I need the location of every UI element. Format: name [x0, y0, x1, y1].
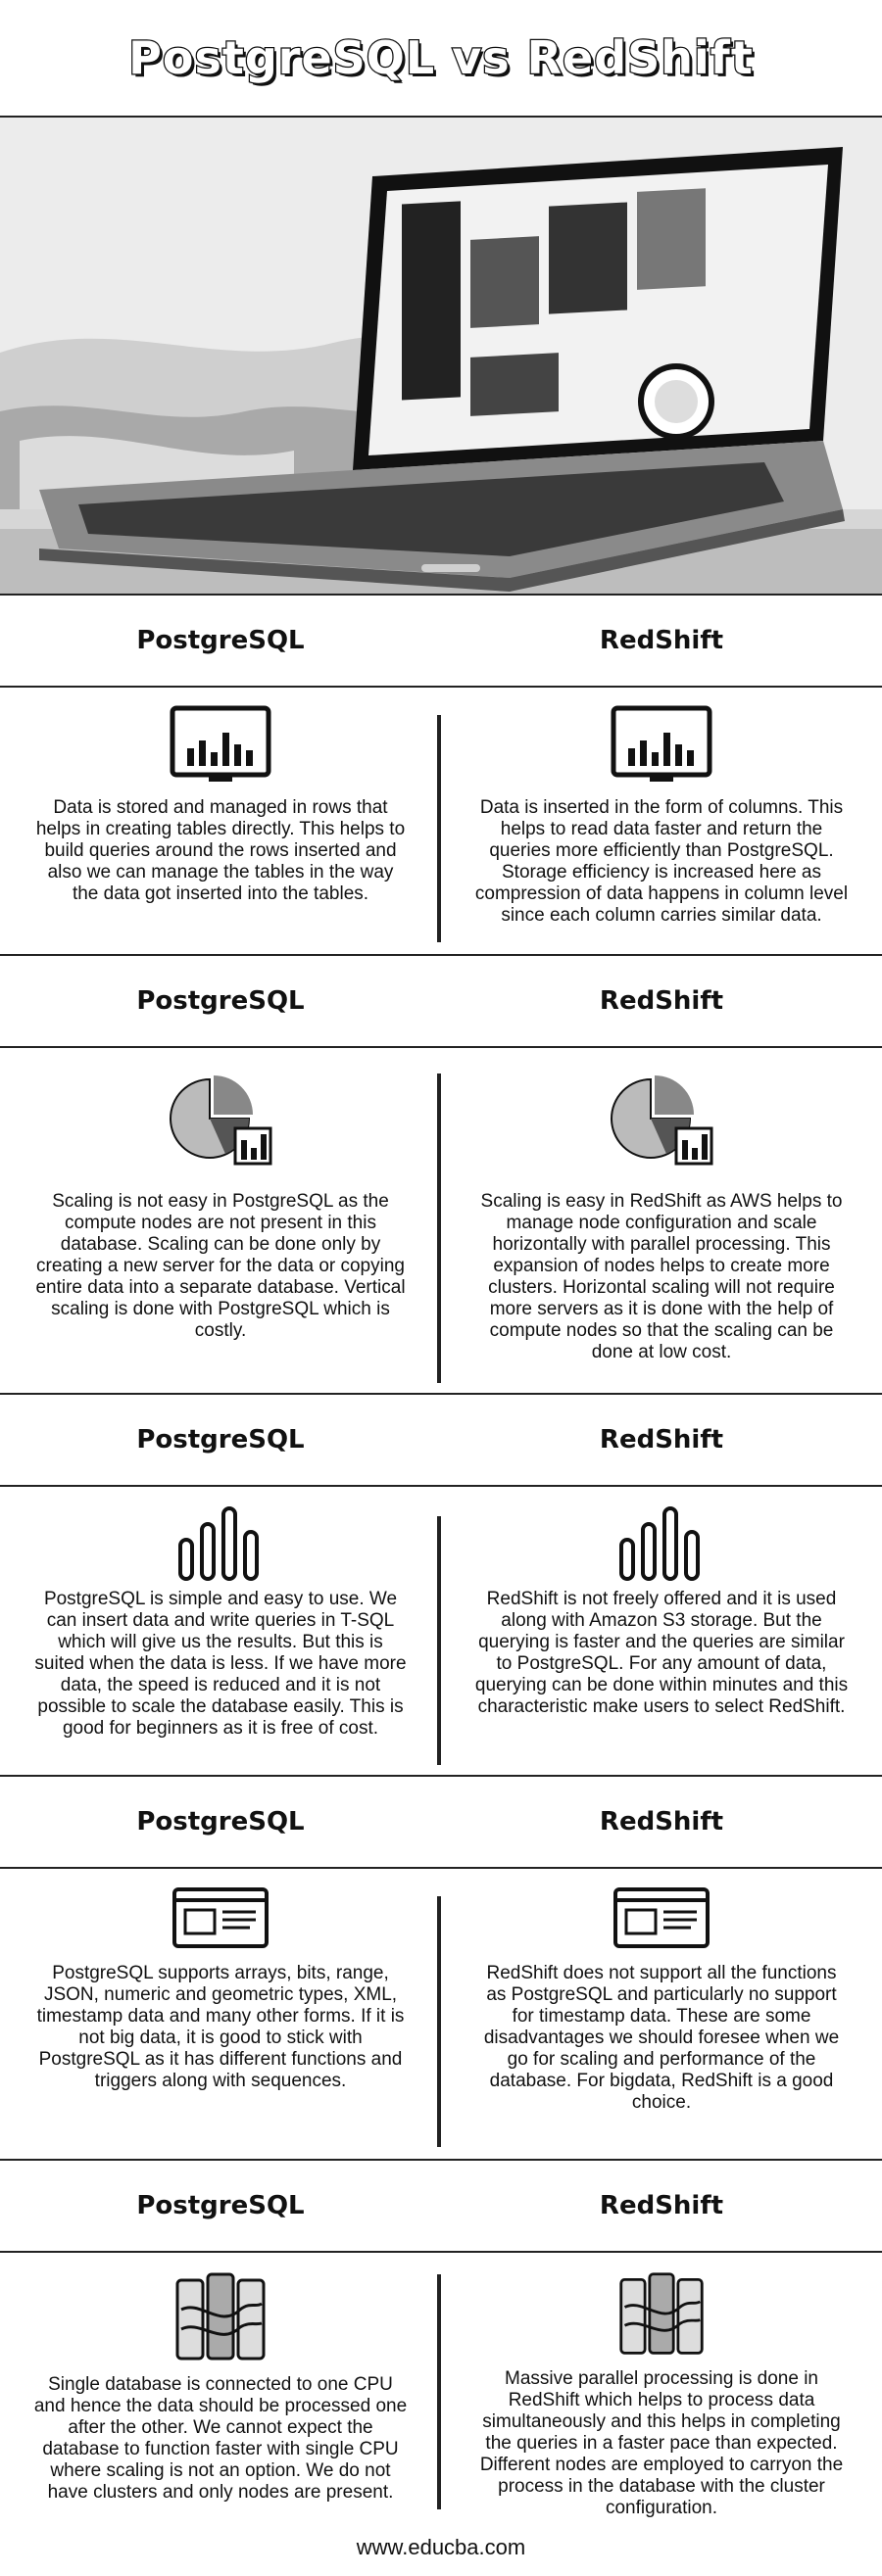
redshift-text: Massive parallel processing is done in R… — [479, 2368, 844, 2518]
postgresql-header: PostgreSQL — [136, 1807, 305, 1837]
cpu-cluster-icon — [619, 2272, 704, 2355]
postgresql-header: PostgreSQL — [136, 2191, 305, 2220]
column-header-row: PostgreSQL RedShift — [0, 596, 882, 688]
redshift-text: RedShift does not support all the functi… — [483, 1963, 840, 2113]
redshift-cell: RedShift is not freely offered and it is… — [441, 1487, 882, 1775]
redshift-header: RedShift — [599, 1807, 724, 1837]
postgresql-cell: Data is stored and managed in rows that … — [0, 688, 441, 954]
column-header-row: PostgreSQL RedShift — [0, 2161, 882, 2253]
postgresql-cell: PostgreSQL is simple and easy to use. We… — [0, 1487, 441, 1775]
postgresql-text: Single database is connected to one CPU … — [33, 2374, 408, 2503]
column-divider — [437, 1516, 441, 1765]
comparison-row-3: PostgreSQL is simple and easy to use. We… — [0, 1487, 882, 1777]
web-page-window-icon — [613, 1887, 710, 1948]
redshift-cell: Massive parallel processing is done in R… — [441, 2253, 882, 2519]
redshift-cell: Data is inserted in the form of columns.… — [441, 688, 882, 954]
redshift-text: Scaling is easy in RedShift as AWS helps… — [480, 1191, 843, 1362]
redshift-cell: RedShift does not support all the functi… — [441, 1869, 882, 2159]
redshift-header: RedShift — [599, 626, 724, 655]
comparison-row-2: Scaling is not easy in PostgreSQL as the… — [0, 1048, 882, 1395]
postgresql-text: PostgreSQL is simple and easy to use. We… — [34, 1589, 407, 1739]
postgresql-text: Data is stored and managed in rows that … — [35, 797, 406, 904]
footer-url: www.educba.com — [356, 2535, 526, 2559]
postgresql-text: Scaling is not easy in PostgreSQL as the… — [35, 1191, 406, 1341]
redshift-text: Data is inserted in the form of columns.… — [474, 797, 849, 926]
pie-chart-icon — [170, 1075, 272, 1166]
column-divider — [437, 1073, 441, 1383]
column-divider — [437, 715, 441, 942]
redshift-text: RedShift is not freely offered and it is… — [474, 1589, 849, 1717]
redshift-header: RedShift — [599, 986, 724, 1016]
comparison-row-1: Data is stored and managed in rows that … — [0, 688, 882, 956]
redshift-header: RedShift — [599, 2191, 724, 2220]
bar-graph-outline-icon — [178, 1506, 259, 1581]
postgresql-header: PostgreSQL — [136, 1425, 305, 1455]
column-header-row: PostgreSQL RedShift — [0, 1395, 882, 1487]
comparison-row-4: PostgreSQL supports arrays, bits, range,… — [0, 1869, 882, 2161]
cpu-cluster-icon — [175, 2272, 266, 2361]
redshift-cell: Scaling is easy in RedShift as AWS helps… — [441, 1048, 882, 1393]
bar-graph-outline-icon — [619, 1506, 700, 1581]
column-header-row: PostgreSQL RedShift — [0, 956, 882, 1048]
postgresql-text: PostgreSQL supports arrays, bits, range,… — [36, 1963, 405, 2091]
web-page-window-icon — [172, 1887, 269, 1948]
pie-chart-icon — [611, 1075, 713, 1166]
bar-chart-screen-icon — [170, 705, 271, 782]
page-title: PostgreSQL vs RedShift — [127, 30, 754, 86]
laptop-hero-image — [0, 118, 882, 596]
redshift-header: RedShift — [599, 1425, 724, 1455]
comparison-row-5: Single database is connected to one CPU … — [0, 2253, 882, 2519]
postgresql-header: PostgreSQL — [136, 626, 305, 655]
column-divider — [437, 1896, 441, 2147]
column-header-row: PostgreSQL RedShift — [0, 1777, 882, 1869]
postgresql-header: PostgreSQL — [136, 986, 305, 1016]
column-divider — [437, 2274, 441, 2509]
bar-chart-screen-icon — [611, 705, 712, 782]
laptop-illustration — [0, 118, 882, 594]
postgresql-cell: Single database is connected to one CPU … — [0, 2253, 441, 2519]
title-banner: PostgreSQL vs RedShift — [0, 0, 882, 118]
postgresql-cell: Scaling is not easy in PostgreSQL as the… — [0, 1048, 441, 1393]
postgresql-cell: PostgreSQL supports arrays, bits, range,… — [0, 1869, 441, 2159]
